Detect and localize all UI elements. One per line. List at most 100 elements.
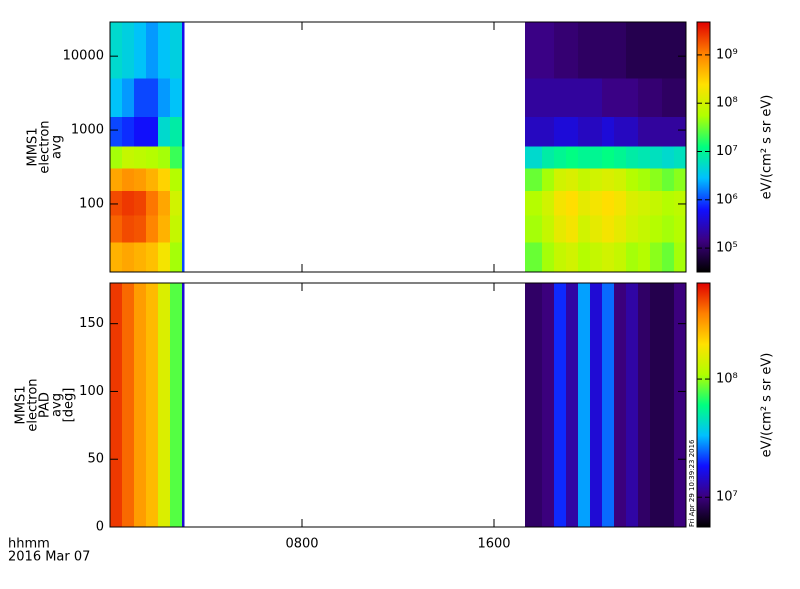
heatmap-cell (134, 242, 146, 272)
heatmap-cell (122, 117, 134, 147)
heatmap-cell (134, 117, 146, 147)
heatmap-cell (614, 283, 626, 527)
heatmap-cell (674, 146, 686, 169)
heatmap-cell (662, 215, 674, 243)
y-axis-label: electron (26, 378, 41, 431)
heatmap-cell (590, 283, 602, 527)
heatmap-cell (182, 117, 185, 147)
heatmap-cell (542, 190, 554, 216)
heatmap-cell (650, 215, 662, 243)
heatmap-cell (650, 117, 662, 147)
x-axis-label: 2016 Mar 07 (8, 550, 90, 565)
heatmap-cell (566, 117, 578, 147)
heatmap-cell (134, 168, 146, 191)
heatmap-cell (614, 117, 626, 147)
heatmap-cell (134, 78, 146, 118)
heatmap-cell (590, 117, 602, 147)
heatmap-cell (182, 168, 185, 191)
heatmap-cell (626, 22, 638, 79)
heatmap-cell (182, 215, 185, 243)
heatmap-cell (554, 215, 566, 243)
heatmap-cell (146, 117, 158, 147)
heatmap-cell (602, 146, 614, 169)
heatmap-cell (170, 215, 182, 243)
heatmap-cell (590, 242, 602, 272)
heatmap-cell (158, 168, 170, 191)
heatmap-cell (170, 168, 182, 191)
heatmap-cell (638, 215, 650, 243)
heatmap-cell (674, 242, 686, 272)
heatmap-cell (566, 168, 578, 191)
heatmap-cell (602, 190, 614, 216)
heatmap-cell (554, 242, 566, 272)
heatmap-cell (170, 283, 182, 527)
heatmap-cell (662, 146, 674, 169)
heatmap-cell (134, 190, 146, 216)
heatmap-cell (158, 215, 170, 243)
heatmap-cell (146, 168, 158, 191)
heatmap-cell (554, 190, 566, 216)
heatmap-cell (662, 283, 674, 527)
timestamp: Fri Apr 29 10:39:23 2016 (688, 439, 696, 527)
heatmap-cell (674, 117, 686, 147)
heatmap-cell (650, 22, 662, 79)
heatmap-cell (614, 168, 626, 191)
heatmap-cell (578, 190, 590, 216)
heatmap-cell (525, 117, 542, 147)
heatmap-cell (602, 215, 614, 243)
heatmap-cell (146, 215, 158, 243)
heatmap-cell (650, 190, 662, 216)
y-tick-label: 150 (79, 316, 104, 331)
heatmap-cell (146, 78, 158, 118)
heatmap-cell (638, 117, 650, 147)
heatmap-cell (122, 215, 134, 243)
heatmap-cell (542, 78, 554, 118)
heatmap-cell (590, 22, 602, 79)
heatmap-cell (158, 117, 170, 147)
heatmap-cell (182, 78, 185, 118)
heatmap-cell (110, 117, 122, 147)
heatmap-cell (134, 215, 146, 243)
plot-frame (109, 21, 687, 273)
y-axis-label: electron (38, 120, 53, 173)
heatmap-cell (638, 146, 650, 169)
heatmap-cell (578, 242, 590, 272)
heatmap-cell (158, 242, 170, 272)
colorbar-tick-label: 10⁸ (716, 96, 738, 111)
heatmap-cell (182, 190, 185, 216)
colorbar-tick-label: 10⁸ (716, 372, 738, 387)
heatmap-cell (650, 78, 662, 118)
heatmap-cell (614, 215, 626, 243)
heatmap-cell (110, 283, 122, 527)
heatmap-cell (170, 190, 182, 216)
heatmap-cell (122, 168, 134, 191)
heatmap-cell (674, 78, 686, 118)
y-tick-label: 0 (96, 520, 104, 535)
heatmap-cell (626, 190, 638, 216)
heatmap-cell (158, 78, 170, 118)
colorbar-tick-label: 10⁷ (716, 490, 738, 505)
heatmap-cell (110, 78, 122, 118)
heatmap-cell (134, 283, 146, 527)
heatmap-cell (638, 22, 650, 79)
heatmap-cell (542, 283, 554, 527)
heatmap-cell (626, 242, 638, 272)
colorbar-tick-label: 10⁹ (716, 47, 738, 62)
heatmap-cell (158, 190, 170, 216)
heatmap-cell (158, 146, 170, 169)
heatmap-cell (614, 78, 626, 118)
heatmap-cell (638, 78, 650, 118)
heatmap-cell (122, 283, 134, 527)
heatmap-cell (170, 146, 182, 169)
heatmap-cell (602, 168, 614, 191)
heatmap-cell (578, 22, 590, 79)
heatmap-cell (590, 146, 602, 169)
heatmap-cell (146, 190, 158, 216)
colorbar (696, 282, 711, 528)
heatmap-cell (590, 215, 602, 243)
heatmap-cell (182, 242, 185, 272)
heatmap-cell (674, 283, 686, 527)
heatmap-cell (146, 22, 158, 79)
heatmap-cell (650, 146, 662, 169)
heatmap-cell (182, 22, 185, 79)
